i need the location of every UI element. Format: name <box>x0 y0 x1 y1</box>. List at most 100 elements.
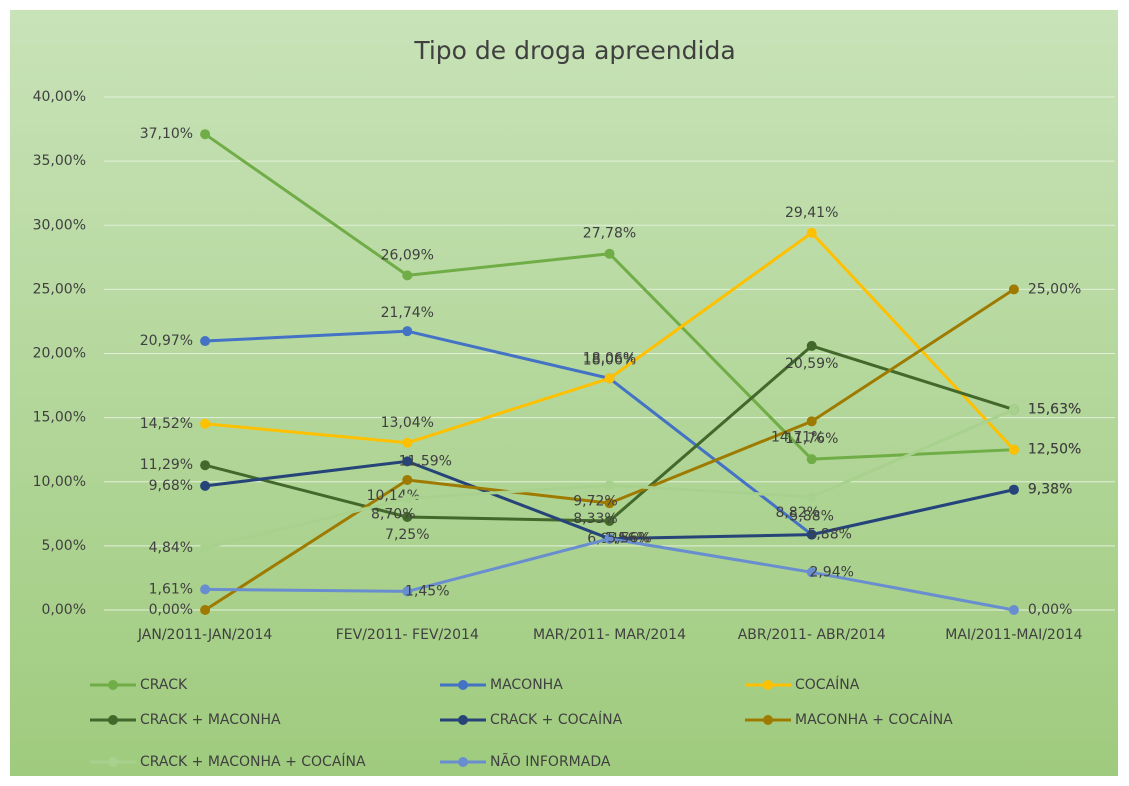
series-marker <box>200 584 211 595</box>
data-label: 9,38% <box>1028 482 1072 498</box>
series-marker <box>402 270 413 281</box>
legend-marker <box>763 680 773 690</box>
series-marker <box>806 567 817 578</box>
series-marker <box>604 480 615 491</box>
chart-title: Tipo de droga apreendida <box>413 36 735 65</box>
series-marker <box>402 456 413 467</box>
data-label: 12,50% <box>1028 442 1081 458</box>
data-label: 8,33% <box>573 511 617 527</box>
series-marker <box>806 529 817 540</box>
data-label: 7,25% <box>385 527 429 543</box>
series-marker <box>604 498 615 509</box>
series-marker <box>200 605 211 615</box>
data-label: 20,59% <box>785 356 838 372</box>
series-marker <box>806 416 817 427</box>
legend-label: CRACK + MACONHA + COCAÍNA <box>140 753 366 770</box>
legend-marker <box>458 715 468 725</box>
series-marker <box>604 373 615 384</box>
legend-label: NÃO INFORMADA <box>490 753 611 770</box>
data-label: 27,78% <box>583 226 636 242</box>
x-tick-label: MAI/2011-MAI/2014 <box>945 627 1082 643</box>
legend-marker <box>108 757 118 767</box>
data-label: 8,82% <box>775 505 819 521</box>
x-tick-label: JAN/2011-JAN/2014 <box>137 627 272 643</box>
data-label: 12,50% <box>1028 442 1081 458</box>
data-label: 2,94% <box>809 564 853 580</box>
series-marker <box>402 437 413 448</box>
y-tick-label: 20,00% <box>33 346 86 362</box>
series-marker <box>402 512 413 523</box>
legend-marker <box>108 680 118 690</box>
legend-label: MACONHA + COCAÍNA <box>795 711 953 728</box>
y-tick-label: 0,00% <box>42 602 86 618</box>
series-marker <box>604 248 615 259</box>
data-label: 5,56% <box>607 531 651 547</box>
series-marker <box>200 129 211 140</box>
data-label: 14,71% <box>771 429 824 445</box>
data-label: 1,45% <box>405 583 449 599</box>
series-marker <box>200 460 211 471</box>
y-tick-label: 25,00% <box>33 281 86 297</box>
data-label: 4,84% <box>149 540 193 556</box>
series-marker <box>402 474 413 485</box>
series-marker <box>604 533 615 544</box>
legend-label: CRACK + COCAÍNA <box>490 711 623 728</box>
data-label: 15,63% <box>1028 402 1081 418</box>
x-tick-label: MAR/2011- MAR/2014 <box>533 627 686 643</box>
data-label: 11,76% <box>785 431 838 447</box>
series-marker <box>1008 284 1019 295</box>
data-label: 9,72% <box>573 493 617 509</box>
data-label: 9,68% <box>149 478 193 494</box>
data-label: 21,74% <box>381 305 434 321</box>
data-label: 5,88% <box>789 509 833 525</box>
legend-marker <box>458 680 468 690</box>
legend-label: MACONHA <box>490 677 563 693</box>
data-label: 14,52% <box>140 416 193 432</box>
series-marker <box>402 493 413 504</box>
legend-marker <box>108 715 118 725</box>
data-label: 11,59% <box>399 453 452 469</box>
series-marker <box>806 454 817 465</box>
y-tick-label: 5,00% <box>42 538 86 554</box>
data-label: 37,10% <box>140 126 193 142</box>
x-tick-label: ABR/2011- ABR/2014 <box>738 627 886 643</box>
data-label: 9,38% <box>1028 482 1072 498</box>
data-label: 29,41% <box>785 205 838 221</box>
series-marker <box>1008 605 1019 615</box>
data-label: 1,61% <box>149 581 193 597</box>
data-label: 26,09% <box>381 247 434 263</box>
y-tick-label: 35,00% <box>33 153 86 169</box>
series-marker <box>200 336 211 347</box>
y-tick-label: 30,00% <box>33 217 86 233</box>
legend-label: CRACK + MACONHA <box>140 712 281 728</box>
legend-marker <box>763 715 773 725</box>
y-tick-label: 15,00% <box>33 410 86 426</box>
series-marker <box>604 515 615 526</box>
data-label: 0,00% <box>149 602 193 618</box>
data-label: 11,29% <box>140 457 193 473</box>
data-label: 8,70% <box>371 506 415 522</box>
data-label: 20,97% <box>140 333 193 349</box>
data-label: 13,04% <box>381 415 434 431</box>
series-marker <box>402 326 413 337</box>
data-label: 18,06% <box>583 352 636 368</box>
x-tick-label: FEV/2011- FEV/2014 <box>336 627 479 643</box>
y-tick-label: 10,00% <box>33 474 86 490</box>
legend-marker <box>458 757 468 767</box>
series-marker <box>200 418 211 429</box>
series-marker <box>806 227 817 238</box>
data-label: 5,88% <box>807 527 851 543</box>
data-label: 0,00% <box>1028 602 1072 618</box>
series-marker <box>806 340 817 351</box>
series-marker <box>1008 484 1019 495</box>
series-marker <box>806 491 817 502</box>
series-marker <box>200 542 211 553</box>
series-marker <box>200 480 211 491</box>
y-tick-label: 40,00% <box>33 89 86 105</box>
data-label: 18,06% <box>583 350 636 366</box>
legend-label: COCAÍNA <box>795 676 860 693</box>
legend-label: CRACK <box>140 677 188 693</box>
data-label: 15,63% <box>1028 402 1081 418</box>
series-marker <box>402 586 413 597</box>
